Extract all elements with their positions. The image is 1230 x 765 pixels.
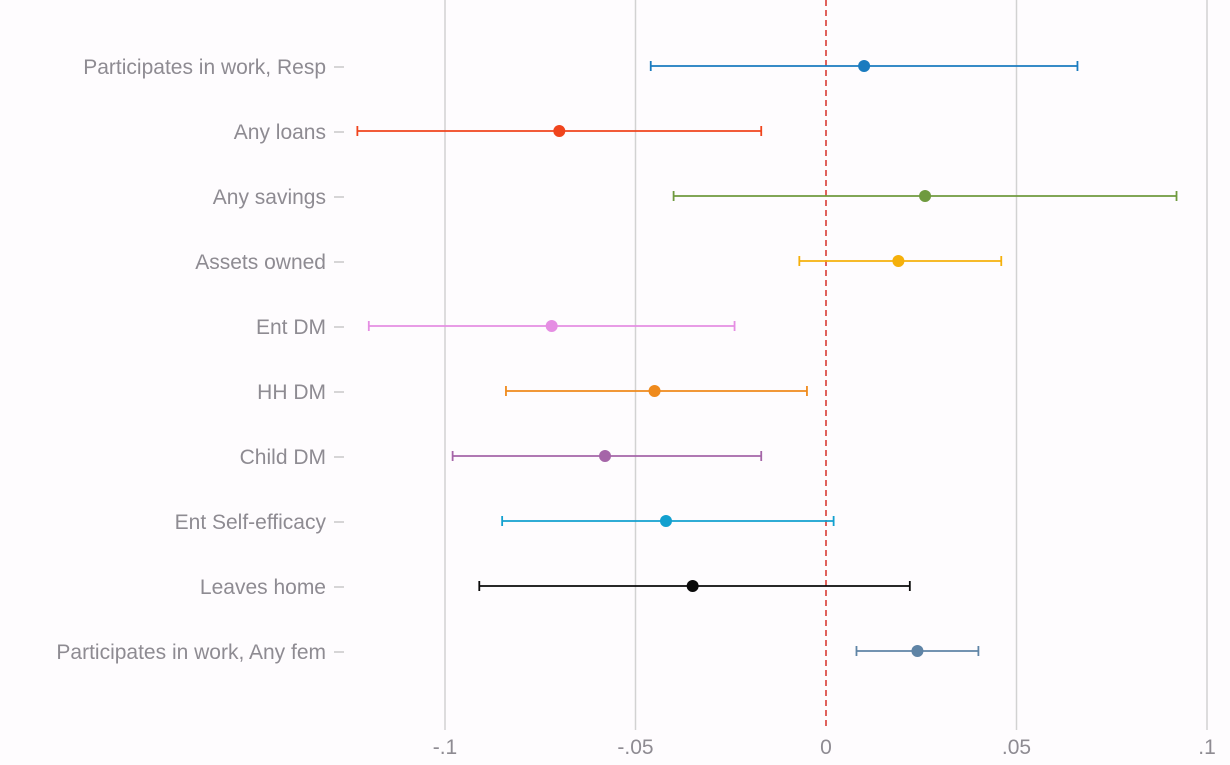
x-tick-label: -.1: [433, 736, 458, 759]
category-label: Child DM: [240, 446, 326, 469]
x-tick-label: -.05: [617, 736, 653, 759]
series-row: [855, 645, 980, 657]
category-label: Leaves home: [200, 576, 326, 599]
point-estimate: [553, 125, 566, 137]
point-estimate: [858, 60, 871, 72]
category-label: Ent DM: [256, 316, 326, 339]
series-row: [649, 60, 1079, 72]
category-label: HH DM: [257, 381, 326, 404]
point-estimate: [892, 255, 905, 267]
series-row: [478, 580, 911, 592]
series-row: [798, 255, 1003, 267]
series-row: [501, 515, 835, 527]
grid-lines: [444, 0, 1208, 730]
point-estimate: [599, 450, 612, 462]
category-label: Assets owned: [195, 251, 326, 274]
point-estimate: [919, 190, 932, 202]
category-label: Ent Self-efficacy: [175, 511, 327, 534]
series-group: [356, 60, 1178, 657]
category-label: Participates in work, Any fem: [56, 641, 326, 664]
point-estimate: [911, 645, 924, 657]
series-row: [356, 125, 763, 137]
category-label: Any loans: [234, 121, 326, 144]
x-axis-ticks: -.1 -.05 0 .05 .1: [433, 736, 1216, 759]
x-tick-label: .1: [1198, 736, 1216, 759]
series-row: [451, 450, 763, 462]
series-row: [505, 385, 808, 397]
series-row: [367, 320, 736, 332]
category-labels: Participates in work, Resp Any loans Any s…: [56, 56, 344, 664]
point-estimate: [686, 580, 699, 592]
point-estimate: [648, 385, 661, 397]
point-estimate: [545, 320, 558, 332]
series-row: [672, 190, 1178, 202]
point-estimate: [659, 515, 672, 527]
category-label: Participates in work, Resp: [83, 56, 326, 79]
x-tick-label: .05: [1002, 736, 1031, 759]
category-label: Any savings: [213, 186, 326, 209]
x-tick-label: 0: [820, 736, 832, 759]
